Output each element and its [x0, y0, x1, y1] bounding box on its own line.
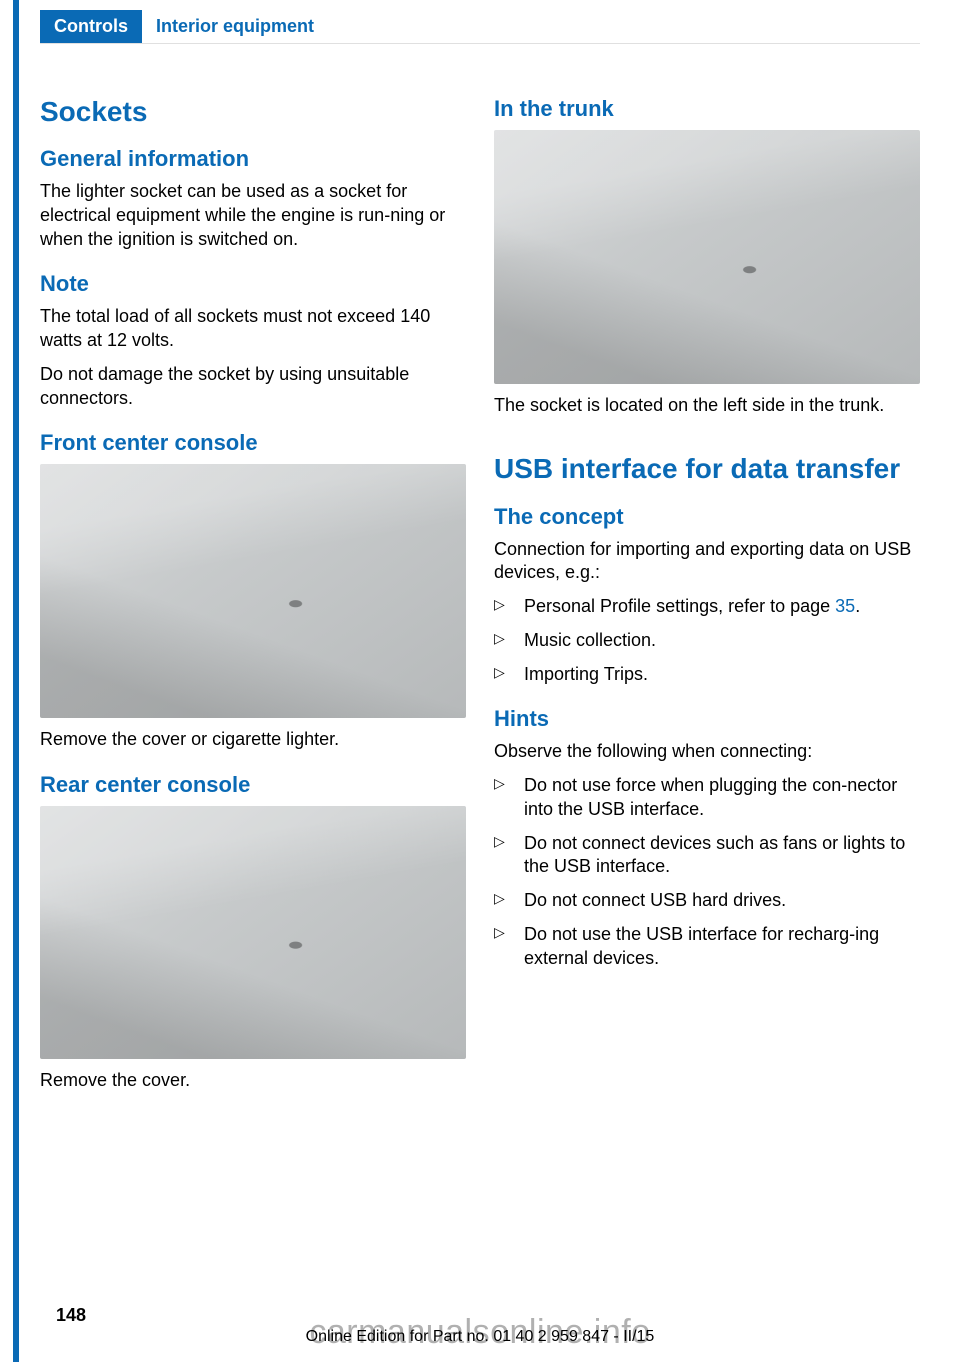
text-concept-item1-pre: Personal Profile settings, refer to page: [524, 596, 835, 616]
list-item: Importing Trips.: [494, 663, 920, 687]
text-note-1: The total load of all sockets must not e…: [40, 305, 466, 353]
caption-rear-center-console: Remove the cover.: [40, 1069, 466, 1093]
right-column: In the trunk The socket is located on th…: [494, 96, 920, 1103]
list-concept: Personal Profile settings, refer to page…: [494, 595, 920, 686]
side-accent-bar: [13, 0, 19, 1362]
heading-front-center-console: Front center console: [40, 430, 466, 456]
footer-edition-line: Online Edition for Part no. 01 40 2 959 …: [0, 1328, 960, 1346]
header-tabs: Controls Interior equipment: [40, 10, 920, 44]
content-columns: Sockets General information The lighter …: [40, 96, 920, 1103]
tab-interior-equipment: Interior equipment: [142, 10, 328, 43]
caption-front-center-console: Remove the cover or cigarette lighter.: [40, 728, 466, 752]
text-concept-item1-post: .: [855, 596, 860, 616]
heading-usb-interface: USB interface for data transfer: [494, 453, 920, 485]
text-general-information: The lighter socket can be used as a sock…: [40, 180, 466, 251]
heading-sockets: Sockets: [40, 96, 466, 128]
list-item: Do not connect devices such as fans or l…: [494, 832, 920, 880]
list-item: Personal Profile settings, refer to page…: [494, 595, 920, 619]
image-rear-center-console: [40, 806, 466, 1060]
text-note-2: Do not damage the socket by using unsuit…: [40, 363, 466, 411]
heading-general-information: General information: [40, 146, 466, 172]
list-item: Do not use the USB interface for recharg…: [494, 923, 920, 971]
xref-page-35[interactable]: 35: [835, 596, 855, 616]
heading-rear-center-console: Rear center console: [40, 772, 466, 798]
tab-controls: Controls: [40, 10, 142, 43]
text-concept-intro: Connection for importing and exporting d…: [494, 538, 920, 586]
list-item: Do not connect USB hard drives.: [494, 889, 920, 913]
page-number: 148: [56, 1305, 86, 1326]
page: Controls Interior equipment Sockets Gene…: [0, 0, 960, 1362]
image-front-center-console: [40, 464, 466, 718]
heading-hints: Hints: [494, 706, 920, 732]
text-hints-intro: Observe the following when connecting:: [494, 740, 920, 764]
caption-trunk: The socket is located on the left side i…: [494, 394, 920, 418]
heading-in-the-trunk: In the trunk: [494, 96, 920, 122]
left-column: Sockets General information The lighter …: [40, 96, 466, 1103]
list-hints: Do not use force when plugging the con‐n…: [494, 774, 920, 970]
image-trunk: [494, 130, 920, 384]
heading-the-concept: The concept: [494, 504, 920, 530]
list-item: Do not use force when plugging the con‐n…: [494, 774, 920, 822]
list-item: Music collection.: [494, 629, 920, 653]
heading-note: Note: [40, 271, 466, 297]
